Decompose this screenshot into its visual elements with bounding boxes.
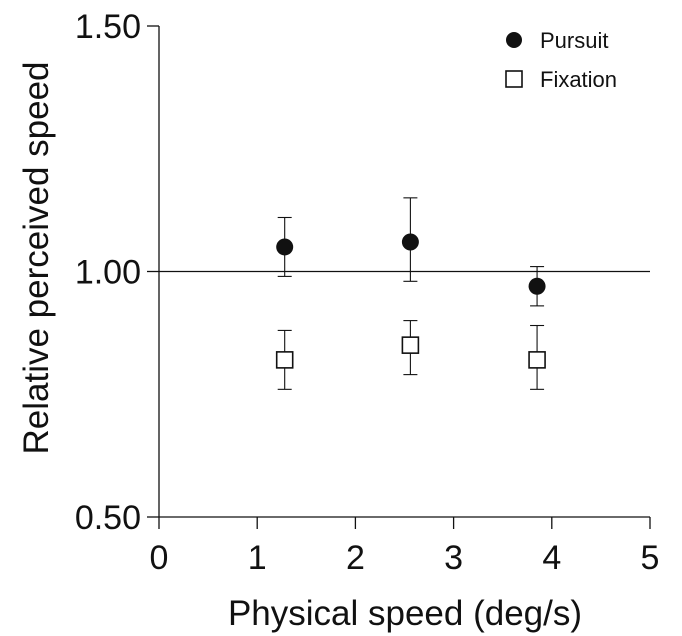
fixation-point-group [275, 329, 294, 390]
x-tick-label: 3 [444, 539, 463, 577]
legend-pursuit-label: Pursuit [540, 28, 608, 53]
pursuit-point-group [401, 197, 419, 282]
y-tick-label: 0.50 [75, 499, 141, 537]
axes: 0 1 2 3 4 5 0.50 1.00 1.50 [75, 8, 660, 577]
fixation-point [528, 351, 546, 369]
legend-pursuit-marker [506, 32, 522, 48]
pursuit-point [401, 233, 419, 251]
x-tick-label: 2 [346, 539, 365, 577]
fixation-point-group [401, 320, 420, 376]
y-axis-label: Relative perceived speed [17, 61, 56, 454]
y-tick-label: 1.00 [75, 254, 141, 292]
fixation-point-group [528, 324, 546, 390]
x-tick-label: 5 [641, 539, 660, 577]
pursuit-point [276, 238, 294, 256]
legend-fixation-label: Fixation [540, 67, 617, 92]
pursuit-point-group [276, 216, 294, 277]
x-tick-label: 0 [150, 539, 169, 577]
pursuit-point [528, 277, 546, 295]
x-tick-label: 4 [542, 539, 561, 577]
fixation-point [275, 351, 294, 369]
fixation-point [401, 336, 420, 354]
x-axis-label: Physical speed (deg/s) [228, 594, 582, 633]
legend: Pursuit Fixation [505, 28, 617, 92]
pursuit-point-group [528, 266, 546, 307]
x-tick-label: 1 [248, 539, 267, 577]
legend-fixation-marker [505, 70, 523, 88]
data-marks [275, 197, 546, 390]
y-tick-label: 1.50 [75, 8, 141, 46]
